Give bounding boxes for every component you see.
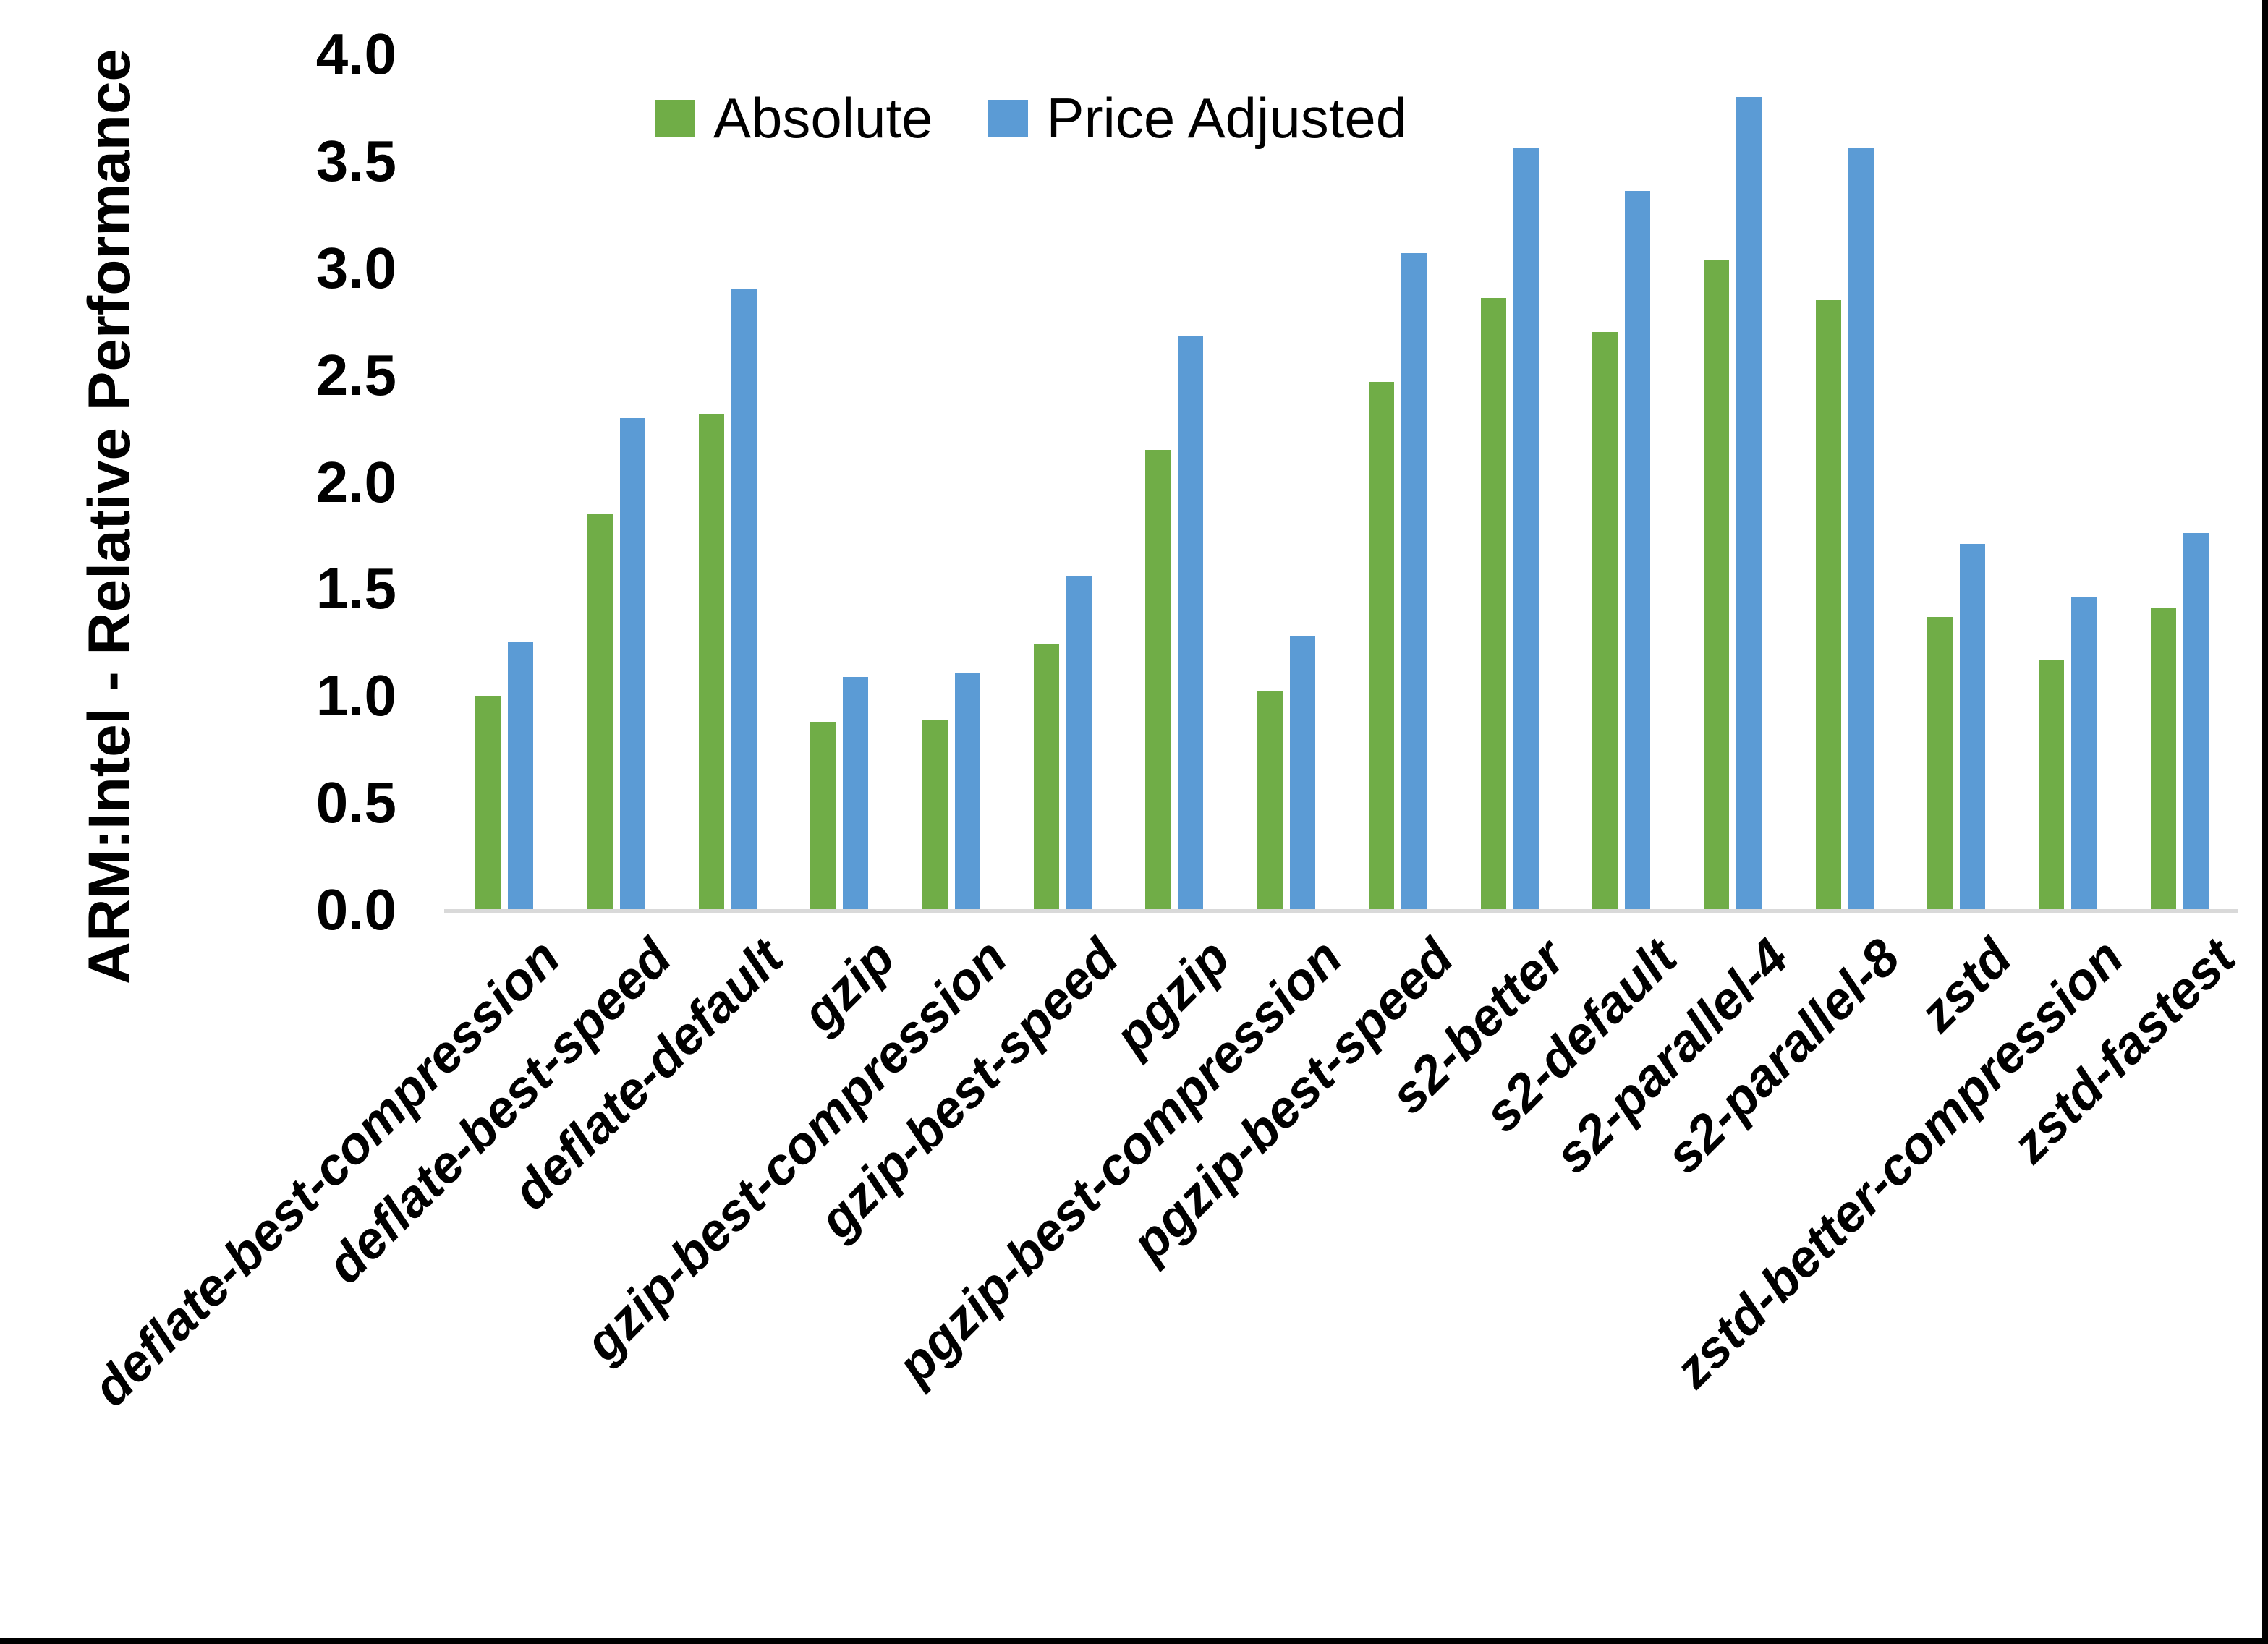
legend-label-absolute: Absolute <box>713 86 933 150</box>
y-tick-label: 3.5 <box>315 128 396 193</box>
y-tick-label: 2.5 <box>315 342 396 407</box>
legend-swatch-price-adjusted <box>988 99 1028 137</box>
bar-absolute <box>1704 259 1730 910</box>
bar-absolute <box>1257 691 1283 910</box>
bar-absolute <box>1480 298 1506 910</box>
bar-price-adjusted <box>2071 597 2097 910</box>
legend-label-price-adjusted: Price Adjusted <box>1046 86 1408 150</box>
y-tick-label: 0.0 <box>315 877 396 942</box>
bar-price-adjusted <box>731 289 757 910</box>
bar-price-adjusted <box>619 417 645 910</box>
plot-area <box>444 54 2238 913</box>
legend-item-price-adjusted: Price Adjusted <box>988 85 1408 151</box>
bar-absolute <box>475 696 501 910</box>
bar-price-adjusted <box>1401 253 1427 910</box>
bar-price-adjusted <box>2183 533 2209 910</box>
bar-price-adjusted <box>1289 636 1315 910</box>
bar-absolute <box>2150 608 2176 910</box>
bar-absolute <box>922 719 948 910</box>
bar-price-adjusted <box>508 642 534 910</box>
y-tick-label: 2.0 <box>315 449 396 514</box>
bar-price-adjusted <box>1624 191 1650 910</box>
y-tick-label: 3.0 <box>315 235 396 300</box>
x-category-label: deflate-best-compression <box>82 928 572 1418</box>
bar-absolute <box>1592 332 1618 910</box>
bar-price-adjusted <box>1066 576 1092 910</box>
bar-absolute <box>1927 616 1953 910</box>
bar-absolute <box>1145 450 1171 910</box>
legend-item-absolute: Absolute <box>655 85 933 151</box>
x-axis-line <box>444 909 2238 913</box>
y-tick-label: 1.5 <box>315 556 396 621</box>
bar-absolute <box>1034 644 1060 910</box>
bar-absolute <box>698 413 724 910</box>
bar-price-adjusted <box>843 676 869 910</box>
bar-absolute <box>1815 300 1841 910</box>
bar-price-adjusted <box>1736 97 1762 910</box>
y-tick-label: 4.0 <box>315 22 396 86</box>
bar-absolute <box>587 514 613 910</box>
bar-absolute <box>810 721 836 910</box>
bar-price-adjusted <box>1513 148 1539 910</box>
y-tick-label: 0.5 <box>315 770 396 835</box>
bar-price-adjusted <box>1848 148 1874 910</box>
bar-price-adjusted <box>954 672 980 910</box>
bar-absolute <box>2039 659 2065 910</box>
bar-price-adjusted <box>1178 336 1204 910</box>
legend: Absolute Price Adjusted <box>655 85 1407 151</box>
bar-absolute <box>1369 381 1395 910</box>
legend-swatch-absolute <box>655 99 695 137</box>
y-tick-label: 1.0 <box>315 663 396 728</box>
bar-price-adjusted <box>1960 544 1986 910</box>
